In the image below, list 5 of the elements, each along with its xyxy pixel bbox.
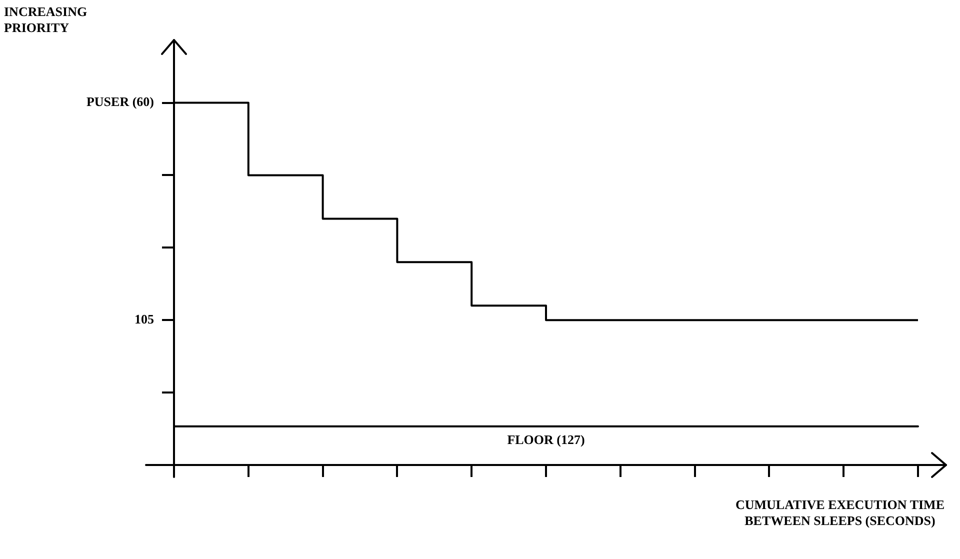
y-tick-label: PUSER (60) — [86, 94, 154, 110]
ref-line-label: FLOOR (127) — [507, 432, 585, 448]
y-tick-label: 105 — [134, 311, 154, 326]
x-axis-title: CUMULATIVE EXECUTION TIME BETWEEN SLEEPS (SECONDS) — [736, 497, 944, 528]
y-axis-title: INCREASING PRIORITY — [4, 4, 88, 35]
